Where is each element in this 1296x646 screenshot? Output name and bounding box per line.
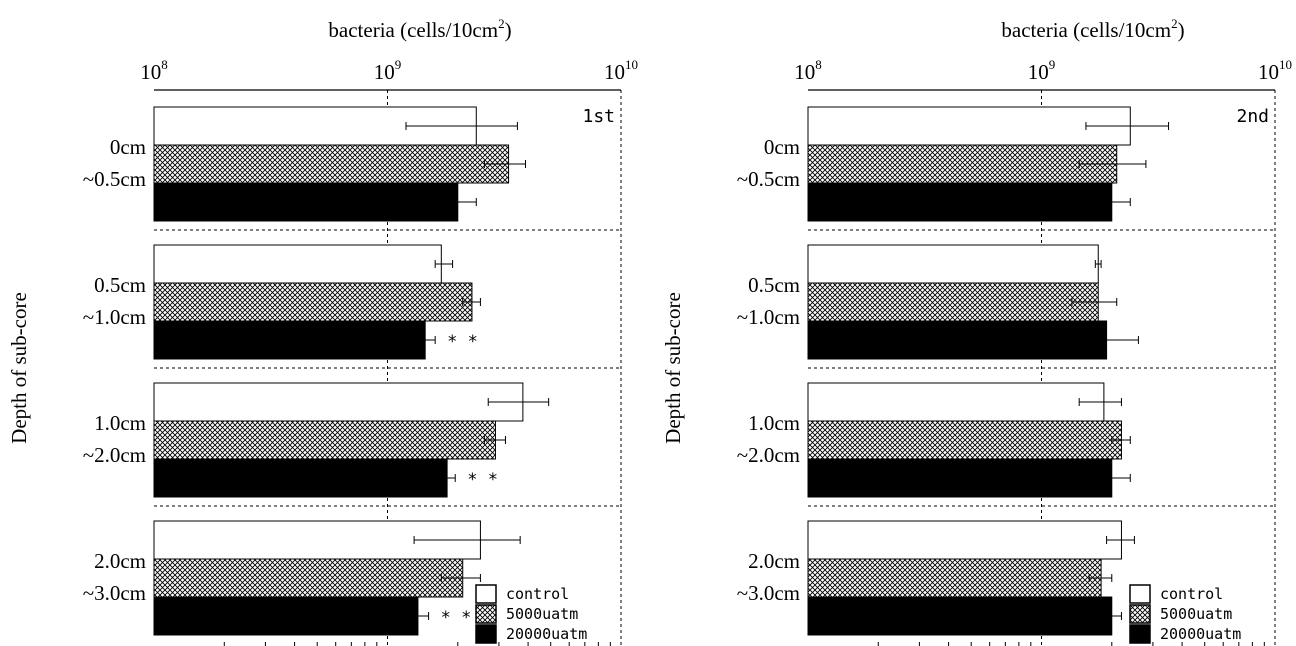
bar-control bbox=[153, 244, 442, 284]
legend-label: control bbox=[506, 585, 569, 603]
bar-20000uatm bbox=[153, 596, 419, 636]
bar-20000uatm bbox=[807, 596, 1113, 636]
category-label: 0cm bbox=[110, 135, 146, 159]
bar-control bbox=[807, 520, 1122, 560]
category-label: 0cm bbox=[764, 135, 800, 159]
chart-panel-1st: bacteria (cells/10cm2) 108 109 1010 Depth of… bbox=[7, 16, 638, 646]
legend-label: 5000uatm bbox=[1160, 605, 1232, 623]
category-label: 2.0cm bbox=[94, 549, 146, 573]
bar-5000uatm bbox=[807, 144, 1118, 184]
category-label: ~2.0cm bbox=[737, 443, 800, 467]
category-label: ~1.0cm bbox=[83, 305, 146, 329]
category-label: ~2.0cm bbox=[83, 443, 146, 467]
bar-control bbox=[807, 106, 1131, 146]
bar-control bbox=[807, 382, 1105, 422]
legend-swatch-5000uatm bbox=[475, 604, 497, 624]
category-label: ~0.5cm bbox=[737, 167, 800, 191]
bar-5000uatm bbox=[153, 144, 510, 184]
significance-marker: * * bbox=[447, 332, 478, 352]
category-label: 2.0cm bbox=[748, 549, 800, 573]
legend-label: 5000uatm bbox=[506, 605, 578, 623]
legend-label: 20000uatm bbox=[506, 625, 587, 643]
x-tick-label: 1010 bbox=[1258, 57, 1292, 84]
x-tick-label: 108 bbox=[794, 57, 822, 84]
bar-20000uatm bbox=[807, 182, 1113, 222]
category-label: 1.0cm bbox=[748, 411, 800, 435]
x-axis-title: bacteria (cells/10cm2) bbox=[328, 16, 511, 42]
panel-label: 1st bbox=[582, 106, 615, 127]
bar-control bbox=[153, 382, 524, 422]
legend-swatch-5000uatm bbox=[1129, 604, 1151, 624]
bar-control bbox=[807, 244, 1099, 284]
bar-5000uatm bbox=[153, 558, 464, 598]
legend-swatch-20000uatm bbox=[1129, 624, 1151, 644]
legend-label: control bbox=[1160, 585, 1223, 603]
significance-marker: * * bbox=[441, 608, 472, 628]
bar-5000uatm bbox=[807, 558, 1102, 598]
bar-5000uatm bbox=[153, 282, 473, 322]
bar-5000uatm bbox=[807, 420, 1122, 460]
legend-swatch-control bbox=[1129, 584, 1151, 604]
panel-label: 2nd bbox=[1236, 106, 1269, 127]
category-label: ~3.0cm bbox=[737, 581, 800, 605]
bar-20000uatm bbox=[153, 182, 459, 222]
x-tick-label: 1010 bbox=[604, 57, 638, 84]
category-label: ~3.0cm bbox=[83, 581, 146, 605]
category-label: 0.5cm bbox=[748, 273, 800, 297]
category-label: ~0.5cm bbox=[83, 167, 146, 191]
y-axis-title: Depth of sub-core bbox=[7, 292, 31, 444]
legend-label: 20000uatm bbox=[1160, 625, 1241, 643]
bar-20000uatm bbox=[153, 458, 448, 498]
y-axis-title: Depth of sub-core bbox=[661, 292, 685, 444]
x-tick-label: 109 bbox=[1028, 57, 1056, 84]
bar-5000uatm bbox=[807, 282, 1099, 322]
legend-swatch-control bbox=[475, 584, 497, 604]
chart-panel-2nd: bacteria (cells/10cm2) 108 109 1010 Depth of… bbox=[661, 16, 1292, 646]
category-label: 0.5cm bbox=[94, 273, 146, 297]
bar-20000uatm bbox=[807, 458, 1113, 498]
category-label: 1.0cm bbox=[94, 411, 146, 435]
x-tick-label: 108 bbox=[140, 57, 168, 84]
x-tick-label: 109 bbox=[374, 57, 402, 84]
category-label: ~1.0cm bbox=[737, 305, 800, 329]
legend-swatch-20000uatm bbox=[475, 624, 497, 644]
bar-20000uatm bbox=[807, 320, 1108, 360]
bar-20000uatm bbox=[153, 320, 426, 360]
bar-5000uatm bbox=[153, 420, 496, 460]
significance-marker: * * bbox=[467, 470, 498, 490]
x-axis-title: bacteria (cells/10cm2) bbox=[1001, 16, 1184, 42]
